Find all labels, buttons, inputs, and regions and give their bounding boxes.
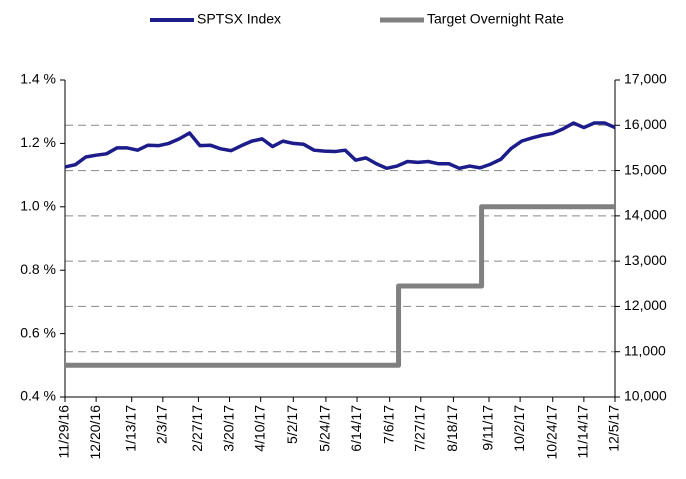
y2-tick-label: 10,000 (624, 388, 667, 404)
x-tick-label: 8/18/17 (444, 405, 460, 452)
legend-label: SPTSX Index (197, 11, 281, 27)
x-tick-label: 11/14/17 (575, 405, 591, 459)
axis-frame (64, 80, 616, 398)
x-tick-label: 2/3/17 (154, 405, 170, 444)
y-tick-label: 0.8 % (20, 261, 56, 277)
y2-tick-label: 11,000 (624, 342, 666, 358)
x-tick-label: 5/24/17 (317, 405, 333, 452)
x-tick-label: 12/20/16 (87, 405, 103, 460)
series-line (64, 121, 616, 171)
x-tick-label: 5/2/17 (284, 405, 300, 444)
x-tick-label: 9/11/17 (480, 405, 496, 451)
y-tick-label: 1.4 % (20, 71, 56, 87)
x-tick-label: 1/13/17 (122, 405, 138, 452)
series-line (65, 204, 615, 368)
y-tick-label: 0.6 % (20, 324, 56, 340)
y2-tick-label: 12,000 (624, 297, 667, 313)
y2-tick-label: 16,000 (624, 116, 667, 132)
y-tick-label: 1.0 % (20, 198, 56, 214)
y-tick-label: 0.4 % (20, 388, 56, 404)
legend-label: Target Overnight Rate (427, 11, 564, 27)
x-tick-label: 11/29/16 (56, 405, 72, 459)
x-tick-label: 3/20/17 (220, 405, 236, 452)
x-tick-label: 7/27/17 (411, 405, 427, 452)
y2-tick-label: 14,000 (624, 207, 667, 223)
y2-tick-label: 15,000 (624, 161, 667, 177)
x-tick-label: 2/27/17 (189, 405, 205, 452)
y-tick-label: 1.2 % (20, 134, 56, 150)
y2-tick-label: 13,000 (624, 252, 667, 268)
x-tick-label: 10/2/17 (511, 405, 527, 452)
x-tick-label: 4/10/17 (251, 405, 267, 452)
x-tick-label: 7/6/17 (380, 405, 396, 444)
x-tick-label: 6/14/17 (348, 405, 364, 452)
y2-tick-label: 17,000 (624, 71, 667, 87)
x-tick-label: 12/5/17 (606, 405, 622, 452)
x-tick-label: 10/24/17 (543, 405, 559, 460)
